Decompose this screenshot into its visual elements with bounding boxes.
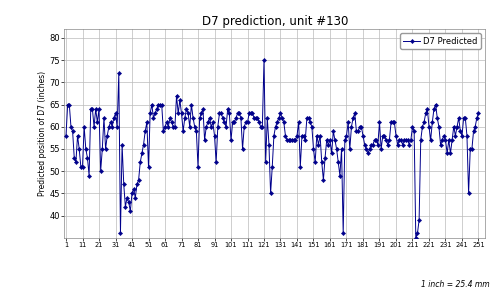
D7 Predicted	[63, 134, 69, 137]
D7 Predicted	[314, 134, 320, 137]
Y-axis label: Predicted position of D7 (inches): Predicted position of D7 (inches)	[38, 71, 47, 196]
D7 Predicted	[476, 112, 482, 115]
Text: 1 inch = 25.4 mm: 1 inch = 25.4 mm	[421, 280, 490, 289]
D7 Predicted	[251, 116, 257, 119]
D7 Predicted	[225, 107, 231, 111]
D7 Predicted	[309, 125, 315, 128]
Line: D7 Predicted: D7 Predicted	[64, 59, 480, 239]
D7 Predicted	[261, 58, 267, 62]
D7 Predicted	[413, 236, 419, 240]
Legend: D7 Predicted: D7 Predicted	[400, 33, 481, 49]
Title: D7 prediction, unit #130: D7 prediction, unit #130	[201, 15, 348, 28]
D7 Predicted	[375, 143, 381, 146]
D7 Predicted	[344, 134, 349, 137]
